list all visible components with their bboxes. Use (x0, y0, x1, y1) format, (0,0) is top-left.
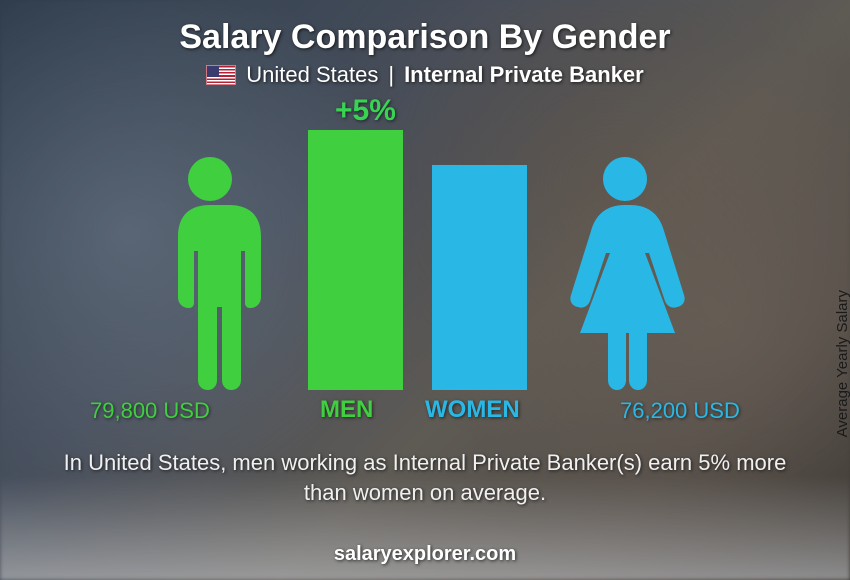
delta-label: +5% (335, 94, 396, 128)
us-flag-icon (206, 65, 236, 85)
page-title: Salary Comparison By Gender (0, 18, 850, 57)
source-label: salaryexplorer.com (0, 543, 850, 566)
infographic-stage: Salary Comparison By Gender United State… (0, 0, 850, 580)
men-salary-value: 79,800 USD (90, 398, 210, 424)
women-category-label: WOMEN (425, 396, 520, 424)
country-label: United States (246, 62, 378, 88)
job-title-label: Internal Private Banker (404, 62, 644, 88)
man-icon (150, 155, 270, 390)
separator: | (388, 62, 394, 88)
subtitle-row: United States | Internal Private Banker (0, 62, 850, 88)
men-bar (308, 130, 403, 390)
woman-icon (550, 155, 700, 390)
men-category-label: MEN (320, 396, 373, 424)
gender-salary-chart: +5% 79,800 USD MEN WOMEN 76,200 USD (60, 100, 790, 430)
women-salary-value: 76,200 USD (620, 398, 740, 424)
caption-text: In United States, men working as Interna… (40, 448, 810, 507)
women-bar (432, 165, 527, 390)
y-axis-label: Average Yearly Salary (834, 290, 850, 437)
